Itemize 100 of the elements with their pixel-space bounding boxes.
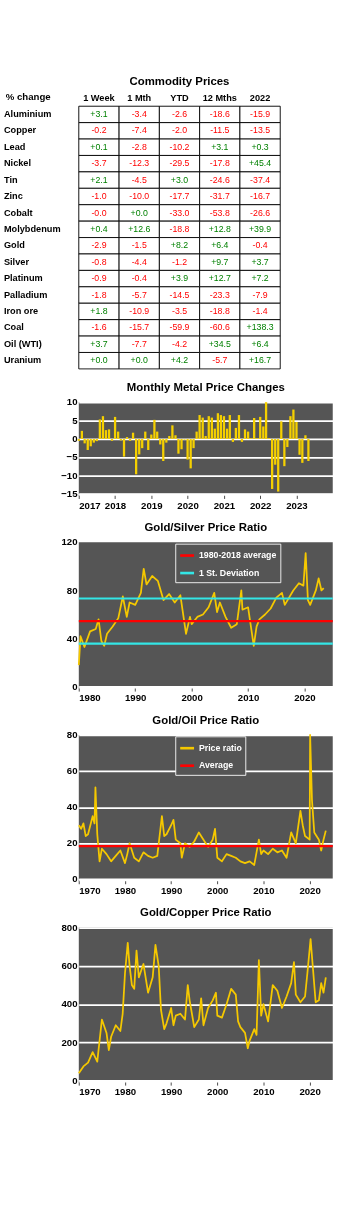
data-label: -11.5 [210, 125, 230, 136]
data-label: -23.3 [209, 289, 230, 300]
x-tick-label: 2021 [213, 499, 236, 511]
y-tick-label: Platinum [3, 273, 43, 284]
data-label: +0.1 [90, 141, 108, 152]
data-label: -16.7 [250, 191, 271, 202]
data-label: -2.6 [171, 109, 188, 120]
data-label: -18.8 [169, 223, 190, 234]
y-tick-label: Molybdenum [3, 223, 61, 234]
data-label: -1.2 [171, 256, 188, 267]
data-label: -33.0 [169, 207, 190, 218]
data-label: -18.6 [209, 109, 230, 120]
y-tick-label: Palladium [3, 289, 48, 300]
y-tick-label: Iron ore [3, 306, 39, 317]
y-tick-label: Gold [3, 240, 25, 251]
data-label: +16.7 [249, 355, 272, 366]
data-label: -7.4 [131, 125, 147, 136]
y-tick-label: 60 [66, 765, 78, 777]
y-tick-label: 200 [61, 1036, 78, 1048]
data-label: -1.4 [252, 306, 268, 317]
x-tick-label: 2000 [207, 884, 229, 896]
x-tick-label: 2010 [253, 1086, 275, 1098]
x-tick-label: 2022 [249, 92, 271, 103]
y-tick-label: −10 [61, 469, 78, 481]
data-label: -4.5 [131, 174, 147, 185]
y-tick-label: 0 [72, 873, 78, 885]
y-tick-label: 80 [66, 584, 78, 596]
y-tick-label: Aluminium [3, 109, 52, 120]
data-label: -14.5 [169, 289, 190, 300]
data-label: +138.3 [246, 322, 274, 333]
data-label: -10.0 [129, 191, 150, 202]
data-label: +12.6 [128, 223, 151, 234]
data-label: -10.2 [169, 141, 190, 152]
x-tick-label: 2020 [299, 884, 321, 896]
y-tick-label: 40 [66, 801, 78, 813]
data-label: +0.0 [130, 207, 148, 218]
legend-label: Average [198, 760, 234, 771]
data-label: +3.0 [170, 174, 189, 185]
data-label: +3.1 [90, 109, 108, 120]
x-tick-label: 2023 [286, 499, 308, 511]
x-tick-label: 2000 [181, 692, 203, 704]
data-label: -3.7 [91, 158, 107, 169]
x-tick-label: 1970 [79, 884, 101, 896]
x-tick-label: 1990 [160, 1086, 183, 1098]
y-tick-label: Lead [3, 141, 26, 152]
x-tick-label: 2017 [79, 499, 101, 511]
x-tick-label: 2020 [177, 499, 199, 511]
data-label: +9.7 [211, 256, 229, 267]
data-label: -5.7 [212, 355, 228, 366]
y-tick-label: 40 [66, 632, 78, 644]
x-tick-label: 1 Mth [127, 92, 152, 103]
x-tick-label: 1970 [79, 1086, 101, 1098]
data-label: +45.4 [249, 158, 272, 169]
y-tick-label: Tin [3, 174, 18, 185]
chart-title: Gold/Oil Price Ratio [152, 713, 260, 726]
data-label: -0.4 [131, 273, 147, 284]
y-tick-label: Uranium [3, 355, 42, 366]
bar [171, 425, 174, 439]
data-label: -1.6 [91, 322, 107, 333]
y-tick-label: Coal [3, 322, 24, 333]
bar [283, 438, 286, 467]
data-label: -15.7 [129, 322, 150, 333]
data-label: -4.2 [171, 338, 188, 349]
bar [180, 438, 183, 450]
bar [304, 435, 307, 439]
data-label: -17.7 [169, 191, 190, 202]
x-tick-label: 2022 [249, 499, 272, 511]
y-tick-label: Cobalt [3, 207, 33, 218]
y-tick-label: −15 [61, 488, 79, 500]
legend-label: 1 St. Deviation [198, 567, 260, 578]
y-tick-label: 600 [61, 959, 78, 971]
data-label: -0.4 [252, 240, 268, 251]
data-label: -5.7 [131, 289, 147, 300]
data-label: +0.3 [251, 141, 269, 152]
data-label: -29.5 [169, 158, 190, 169]
y-tick-label: 80 [66, 728, 78, 740]
chart-title: Monthly Metal Price Changes [126, 380, 285, 393]
data-label: -3.4 [131, 109, 147, 120]
y-tick-label: 0 [72, 433, 78, 445]
data-label: -2.9 [91, 240, 107, 251]
y-tick-label: Copper [3, 125, 37, 136]
data-label: -1.8 [91, 289, 107, 300]
x-tick-label: 2018 [104, 499, 127, 511]
y-tick-label: 10 [66, 396, 78, 408]
bar [122, 438, 126, 457]
data-label: -7.7 [131, 338, 147, 349]
x-tick-label: 2020 [299, 1086, 321, 1098]
data-label: -1.0 [91, 191, 107, 202]
y-tick-label: Silver [3, 256, 30, 267]
line-series [77, 938, 327, 1075]
y-tick-label: 20 [66, 837, 78, 849]
data-label: +7.2 [251, 273, 269, 284]
data-label: +12.8 [208, 223, 231, 234]
data-label: -2.8 [131, 141, 147, 152]
data-label: -37.4 [250, 174, 271, 185]
y-tick-label: 0 [72, 1074, 78, 1086]
x-tick-label: YTD [170, 92, 190, 103]
x-tick-label: 2020 [294, 692, 316, 704]
data-label: -0.0 [91, 207, 107, 218]
x-tick-label: 1 Week [83, 92, 116, 103]
